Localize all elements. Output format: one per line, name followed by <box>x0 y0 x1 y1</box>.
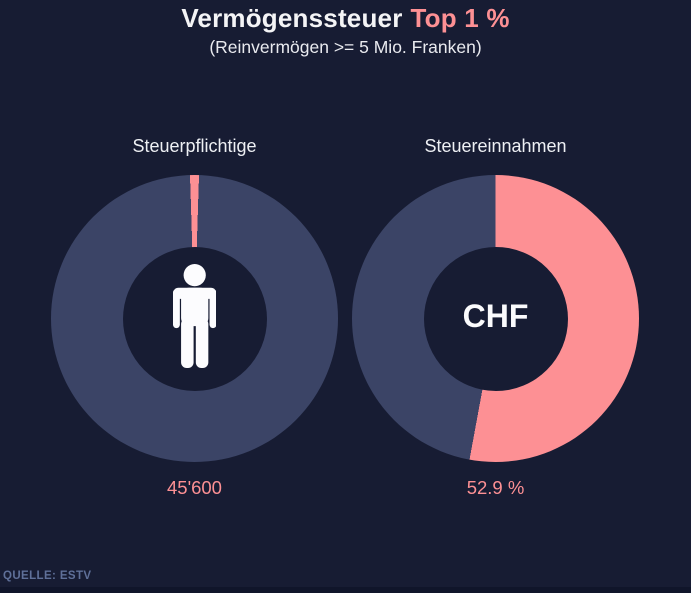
donut-chart-steuerpflichtige: Steuerpflichtige 45'600 <box>51 136 338 499</box>
donut-ring-steuereinnahmen: CHF <box>352 175 639 462</box>
footer-strip <box>0 587 691 593</box>
page-title-accent: Top 1 % <box>410 3 510 33</box>
chart-title-steuerpflichtige: Steuerpflichtige <box>132 136 257 156</box>
value-label-steuereinnahmen: 52.9 % <box>466 477 525 498</box>
page-title-main: Vermögenssteuer <box>181 3 403 33</box>
donut-ring-steuerpflichtige <box>51 175 338 462</box>
person-icon <box>172 264 217 368</box>
page-subtitle: (Reinvermögen >= 5 Mio. Franken) <box>209 37 482 57</box>
chf-center-label: CHF <box>462 298 529 334</box>
value-label-steuerpflichtige: 45'600 <box>167 477 222 498</box>
donut-hole: CHF <box>423 246 568 391</box>
source-credit: QUELLE: ESTV <box>3 570 92 582</box>
donut-chart-steuereinnahmen: Steuereinnahmen CHF 52.9 % <box>352 136 639 499</box>
donut-hole <box>122 246 267 391</box>
chart-title-steuereinnahmen: Steuereinnahmen <box>424 136 567 156</box>
page-title: Vermögenssteuer Top 1 % <box>0 3 691 34</box>
